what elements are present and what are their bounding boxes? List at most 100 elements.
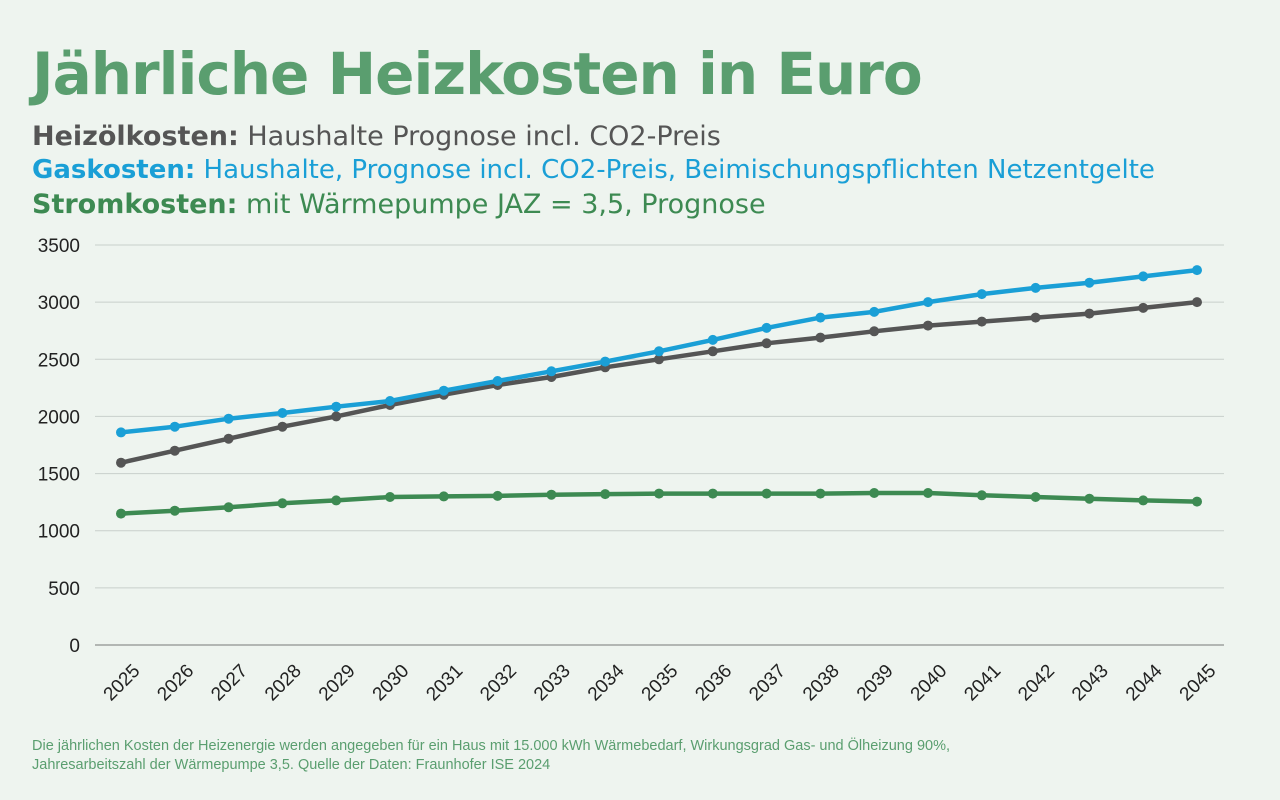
data-point-heizölkosten-2041 — [976, 316, 987, 327]
data-point-stromkosten-2028 — [277, 498, 288, 509]
legend-oil: Heizölkosten: Haushalte Prognose incl. C… — [32, 121, 721, 152]
y-tick-label-3500: 3500 — [38, 236, 80, 257]
data-point-stromkosten-2038 — [815, 488, 826, 499]
data-point-heizölkosten-2026 — [169, 445, 180, 456]
data-point-heizölkosten-2043 — [1084, 308, 1095, 319]
data-point-stromkosten-2033 — [546, 489, 557, 500]
y-tick-label-0: 0 — [69, 636, 80, 657]
chart-title: Jährliche Heizkosten in Euro — [32, 40, 923, 108]
data-point-gaskosten-2038 — [815, 312, 826, 323]
series-line-heizölkosten — [118, 299, 1200, 465]
data-point-heizölkosten-2039 — [869, 326, 880, 337]
data-point-stromkosten-2025 — [116, 508, 126, 519]
data-point-gaskosten-2034 — [600, 356, 611, 367]
data-point-heizölkosten-2035 — [654, 354, 664, 365]
data-point-heizölkosten-2040 — [923, 320, 933, 331]
data-point-stromkosten-2035 — [654, 488, 664, 499]
data-point-stromkosten-2029 — [331, 495, 342, 506]
data-point-gaskosten-2032 — [492, 376, 503, 386]
series-group — [116, 265, 1202, 519]
grid-lines — [95, 244, 1224, 646]
y-tick-label-1500: 1500 — [38, 465, 80, 486]
data-point-gaskosten-2030 — [385, 396, 395, 406]
y-tick-label-2000: 2000 — [38, 407, 80, 428]
legend-gas-desc: Haushalte, Prognose incl. CO2-Preis, Bei… — [203, 155, 1155, 185]
data-point-heizölkosten-2038 — [815, 332, 826, 343]
legend-oil-desc: Haushalte Prognose incl. CO2-Preis — [247, 121, 721, 152]
x-tick-label-2026: 2026 — [153, 661, 198, 706]
data-point-heizölkosten-2028 — [277, 421, 288, 432]
data-point-heizölkosten-2037 — [761, 338, 772, 349]
data-point-stromkosten-2026 — [169, 505, 180, 516]
legend-power-label: Stromkosten: — [32, 189, 238, 220]
legend-power: Stromkosten: mit Wärmepumpe JAZ = 3,5, P… — [32, 189, 766, 220]
data-point-stromkosten-2040 — [923, 488, 933, 498]
x-tick-label-2044: 2044 — [1122, 660, 1167, 705]
legend-gas: Gaskosten: Haushalte, Prognose incl. CO2… — [32, 155, 1155, 185]
data-point-stromkosten-2045 — [1192, 496, 1202, 507]
data-point-gaskosten-2027 — [223, 413, 234, 424]
data-point-gaskosten-2039 — [869, 306, 880, 317]
legend-oil-label: Heizölkosten: — [32, 121, 239, 152]
x-tick-label-2033: 2033 — [530, 661, 575, 706]
data-point-stromkosten-2030 — [385, 492, 395, 502]
data-point-gaskosten-2043 — [1084, 277, 1095, 288]
x-tick-label-2036: 2036 — [691, 661, 736, 706]
x-tick-label-2045: 2045 — [1176, 661, 1221, 706]
data-point-stromkosten-2039 — [869, 488, 880, 498]
x-tick-label-2025: 2025 — [100, 661, 145, 706]
x-tick-label-2035: 2035 — [638, 661, 683, 706]
data-point-gaskosten-2045 — [1192, 265, 1202, 276]
y-tick-label-3000: 3000 — [38, 293, 80, 314]
data-point-stromkosten-2041 — [976, 490, 987, 501]
x-tick-label-2042: 2042 — [1014, 661, 1059, 706]
y-tick-label-2500: 2500 — [38, 350, 80, 371]
data-point-gaskosten-2040 — [923, 297, 933, 308]
footnote: Die jährlichen Kosten der Heizenergie we… — [32, 737, 1252, 775]
data-point-stromkosten-2032 — [492, 490, 503, 501]
data-point-gaskosten-2029 — [331, 401, 342, 412]
x-tick-label-2027: 2027 — [207, 661, 252, 706]
data-point-heizölkosten-2025 — [116, 457, 126, 468]
data-point-stromkosten-2037 — [761, 488, 772, 499]
y-tick-label-1000: 1000 — [38, 522, 80, 543]
data-point-heizölkosten-2029 — [331, 411, 342, 422]
y-axis-ticks: 0 500 1000 1500 2000 2500 3000 3500 — [38, 236, 80, 657]
data-point-stromkosten-2034 — [600, 489, 611, 500]
data-point-heizölkosten-2027 — [223, 433, 234, 444]
x-tick-label-2028: 2028 — [261, 661, 306, 706]
data-point-heizölkosten-2036 — [707, 346, 718, 357]
data-point-stromkosten-2036 — [707, 488, 718, 499]
data-point-gaskosten-2026 — [169, 421, 180, 432]
x-axis-ticks: 2025 2026 2027 2028 2029 2030 2031 2032 2033 2034… — [100, 660, 1221, 705]
data-point-heizölkosten-2045 — [1192, 297, 1202, 308]
legend-gas-label: Gaskosten: — [32, 155, 196, 185]
data-point-gaskosten-2028 — [277, 408, 288, 418]
data-point-gaskosten-2041 — [976, 289, 987, 300]
x-tick-label-2029: 2029 — [315, 661, 360, 706]
footnote-line-2: Jahresarbeitszahl der Wärmepumpe 3,5. Qu… — [32, 757, 551, 773]
x-tick-label-2041: 2041 — [960, 661, 1005, 706]
x-tick-label-2037: 2037 — [745, 661, 790, 706]
data-point-gaskosten-2036 — [707, 334, 718, 345]
x-tick-label-2031: 2031 — [422, 661, 467, 706]
footnote-line-1: Die jährlichen Kosten der Heizenergie we… — [32, 738, 951, 754]
data-point-gaskosten-2037 — [761, 322, 772, 333]
data-point-gaskosten-2025 — [116, 427, 126, 438]
x-tick-label-2032: 2032 — [476, 661, 521, 706]
x-tick-label-2038: 2038 — [799, 661, 844, 706]
data-point-heizölkosten-2044 — [1138, 302, 1149, 313]
data-point-heizölkosten-2042 — [1030, 312, 1041, 323]
data-point-stromkosten-2027 — [223, 502, 234, 513]
data-point-gaskosten-2035 — [654, 346, 664, 357]
data-point-stromkosten-2031 — [438, 491, 449, 502]
data-point-gaskosten-2031 — [438, 385, 449, 396]
legend-power-desc: mit Wärmepumpe JAZ = 3,5, Prognose — [246, 189, 766, 220]
x-tick-label-2034: 2034 — [584, 660, 629, 705]
x-tick-label-2030: 2030 — [369, 661, 414, 706]
x-tick-label-2043: 2043 — [1068, 661, 1113, 706]
data-point-gaskosten-2044 — [1138, 271, 1149, 282]
y-tick-label-500: 500 — [48, 579, 80, 600]
data-point-gaskosten-2042 — [1030, 282, 1041, 293]
